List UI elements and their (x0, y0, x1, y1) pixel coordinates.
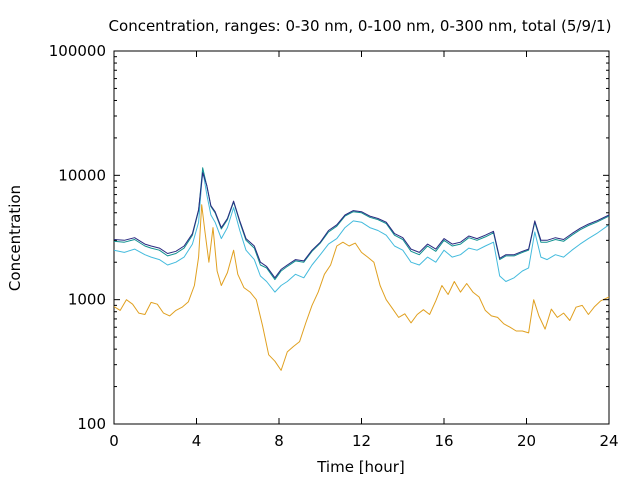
x-tick-label: 16 (434, 432, 453, 450)
x-axis: 0 4 8 12 16 20 24 (109, 51, 619, 450)
x-axis-label: Time [hour] (316, 458, 405, 476)
y-tick-label: 10000 (58, 166, 106, 184)
x-tick-label: 12 (352, 432, 371, 450)
y-axis-label: Concentration (6, 185, 24, 291)
x-tick-label: 8 (274, 432, 284, 450)
series-line-0-100-nm (113, 169, 610, 293)
series-layer (113, 167, 610, 371)
y-tick-label: 1000 (68, 291, 106, 309)
x-tick-label: 24 (599, 432, 618, 450)
x-tick-label: 20 (517, 432, 536, 450)
plot-area (113, 50, 610, 425)
plot-frame (113, 50, 610, 425)
series-line-0-300-nm (113, 167, 610, 281)
chart-title: Concentration, ranges: 0-30 nm, 0-100 nm… (109, 17, 612, 35)
series-line-total (113, 172, 610, 279)
y-tick-label: 100000 (49, 42, 106, 60)
y-axis: 100 1000 10000 100000 (49, 42, 609, 433)
series-line-0-30-nm (113, 204, 610, 371)
x-tick-label: 0 (109, 432, 119, 450)
y-tick-label: 100 (77, 415, 106, 433)
x-tick-label: 4 (192, 432, 202, 450)
